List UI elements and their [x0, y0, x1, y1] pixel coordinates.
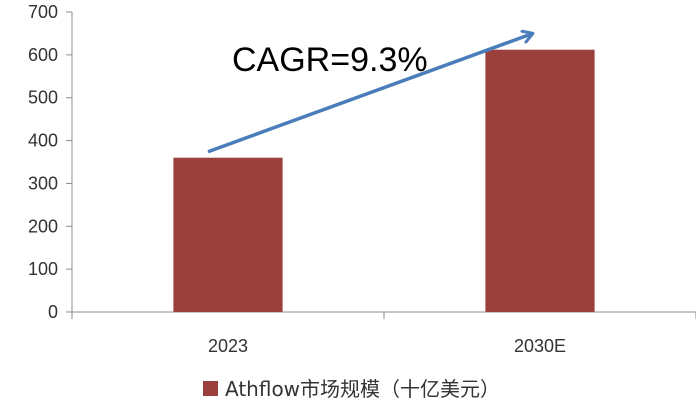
cagr-arrow	[207, 34, 532, 154]
x-axis: 2023 2030E	[71, 311, 696, 356]
y-tick-label: 200	[28, 216, 58, 236]
legend-label: Athflow市场规模（十亿美元）	[225, 377, 500, 401]
legend: Athflow市场规模（十亿美元）	[203, 377, 500, 401]
bar	[173, 157, 283, 312]
cagr-label: CAGR=9.3%	[232, 41, 428, 79]
cagr-annotation: CAGR=9.3%	[207, 34, 532, 154]
y-tick-label: 500	[28, 88, 58, 108]
y-tick-label: 700	[28, 2, 58, 22]
bars	[173, 49, 595, 312]
y-axis: 0 100 200 300 400 500 600 700	[28, 2, 73, 322]
y-tick-label: 0	[48, 302, 58, 322]
x-tick-label: 2023	[208, 336, 248, 356]
y-tick-label: 400	[28, 131, 58, 151]
y-tick-label: 100	[28, 259, 58, 279]
legend-swatch	[203, 381, 218, 396]
x-tick-label: 2030E	[514, 336, 566, 356]
y-tick-label: 600	[28, 45, 58, 65]
y-tick-label: 300	[28, 173, 58, 193]
bar	[485, 49, 595, 312]
